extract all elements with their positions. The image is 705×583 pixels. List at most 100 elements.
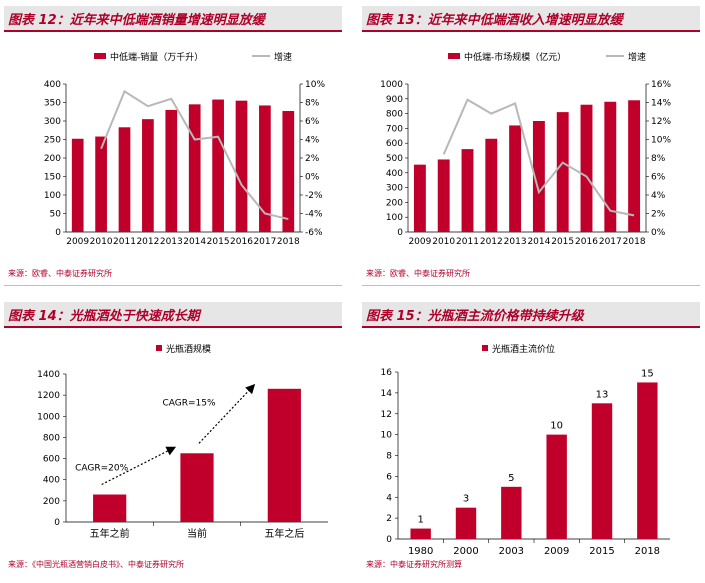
x-tick-label: 2018 xyxy=(623,237,646,247)
bar xyxy=(165,109,178,232)
x-tick-label: 五年之后 xyxy=(264,527,304,540)
chart-15-svg: 光瓶酒主流价位 0 2 4 6 8 10 12 14 16 1980 1 2000 3 2003 5 2009 1… xyxy=(381,343,670,557)
y-tick-left: 0 xyxy=(397,228,403,238)
chart-title-bar: 图表 14：光瓶酒处于快速成长期 xyxy=(4,302,342,326)
bar xyxy=(188,104,201,232)
y-tick-label: 1000 xyxy=(37,412,60,422)
y-tick-left: 500 xyxy=(386,154,403,164)
x-tick-label: 五年之前 xyxy=(90,527,130,540)
x-tick-label: 2018 xyxy=(277,237,300,247)
x-tick-label: 2015 xyxy=(551,237,574,247)
y-tick-left: 300 xyxy=(386,184,403,194)
cagr-label: CAGR=15% xyxy=(162,398,216,408)
bar xyxy=(532,121,545,232)
chart-source: 来源：欧睿、中泰证券研究所 xyxy=(366,269,470,278)
y-tick-left: 1000 xyxy=(380,80,403,90)
growth-line xyxy=(100,89,289,221)
x-tick-label: 2015 xyxy=(207,237,230,247)
y-tick-right: 14% xyxy=(651,99,671,109)
data-label: 10 xyxy=(550,421,563,432)
y-tick-left: 150 xyxy=(44,173,61,183)
bar xyxy=(604,101,617,232)
bar xyxy=(580,104,593,232)
chart-title: 图表 15：光瓶酒主流价格带持续升级 xyxy=(366,309,584,324)
bar xyxy=(93,494,127,522)
y-tick-right: 8% xyxy=(651,154,666,164)
bar xyxy=(235,100,248,233)
y-tick-right: 10% xyxy=(651,136,671,146)
y-tick-right: 2% xyxy=(651,210,666,220)
y-tick-label: 0 xyxy=(386,535,392,545)
bar xyxy=(71,138,84,232)
x-tick-label: 2018 xyxy=(635,546,660,557)
x-tick-label: 1980 xyxy=(408,546,433,557)
x-tick-label: 2013 xyxy=(160,237,183,247)
chart-14-svg: 光瓶酒规模 0 200 400 600 800 1000 1200 1400 五年之前 当前 五年之后… xyxy=(37,343,328,540)
chart-title-bar: 图表 15：光瓶酒主流价格带持续升级 xyxy=(362,302,700,326)
legend-label: 光瓶酒主流价位 xyxy=(492,343,555,355)
bar xyxy=(282,111,295,232)
x-tick-label: 2016 xyxy=(575,237,598,247)
y-tick-right: 0% xyxy=(305,173,320,183)
cagr-label: CAGR=20% xyxy=(75,464,129,474)
y-tick-label: 6 xyxy=(386,472,392,482)
x-tick-label: 2009 xyxy=(544,546,569,557)
y-tick-label: 400 xyxy=(43,476,60,486)
y-tick-left: 800 xyxy=(386,110,403,120)
y-tick-right: 16% xyxy=(651,80,671,90)
y-tick-right: -6% xyxy=(305,228,323,238)
chart-12-svg: 中低端-销量（万千升） 增速 0 50 100 150 200 250 300 350 400 -6%… xyxy=(44,51,326,247)
legend-swatch xyxy=(482,345,488,351)
chart-title-bar: 图表 12：近年来中低端酒销量增速明显放缓 xyxy=(4,6,342,30)
legend-swatch xyxy=(156,345,162,351)
y-tick-right: 12% xyxy=(651,117,671,127)
y-tick-right: 4% xyxy=(651,191,666,201)
legend-label: 光瓶酒规模 xyxy=(166,343,211,355)
y-tick-left: 700 xyxy=(386,124,403,134)
bar xyxy=(437,159,450,232)
bar xyxy=(591,403,613,539)
x-tick-label: 2010 xyxy=(432,237,455,247)
y-tick-left: 0 xyxy=(55,228,61,238)
y-tick-label: 14 xyxy=(381,389,393,399)
bar xyxy=(142,119,154,232)
legend-label-bar: 中低端-销量（万千升） xyxy=(110,51,203,63)
bar xyxy=(485,138,498,232)
x-tick-label: 2000 xyxy=(453,546,478,557)
bar xyxy=(546,434,567,539)
y-tick-label: 600 xyxy=(43,455,60,465)
panel-chart-15: 图表 15：光瓶酒主流价格带持续升级 光瓶酒主流价位 0 2 4 6 8 10 12 14 16 1… xyxy=(362,302,700,581)
y-tick-left: 600 xyxy=(386,139,403,149)
x-tick-label: 2010 xyxy=(90,237,113,247)
panel-chart-12: 图表 12：近年来中低端酒销量增速明显放缓 中低端-销量（万千升） 增速 0 50 10… xyxy=(4,6,342,286)
legend-label-line: 增速 xyxy=(628,51,646,63)
bar xyxy=(212,99,224,232)
y-tick-left: 200 xyxy=(386,198,403,208)
chart-13-svg: 中低端-市场规模（亿元） 增速 0 100 200 300 400 500 600 700 800 9… xyxy=(380,51,671,247)
y-tick-right: -4% xyxy=(305,210,323,220)
y-tick-left: 900 xyxy=(386,95,403,105)
y-tick-label: 1400 xyxy=(37,370,60,380)
x-tick-label: 2009 xyxy=(66,237,89,247)
x-tick-label: 2012 xyxy=(136,237,159,247)
panel-chart-13: 图表 13：近年来中低端酒收入增速明显放缓 中低端-市场规模（亿元） 增速 0 100… xyxy=(362,6,700,286)
y-tick-right: 10% xyxy=(305,80,325,90)
x-tick-label: 2011 xyxy=(456,237,479,247)
chart-source: 来源：《中国光瓶酒营销白皮书》、中泰证券研究所 xyxy=(8,560,184,569)
bar xyxy=(556,112,569,232)
x-tick-label: 2009 xyxy=(408,237,431,247)
data-label: 15 xyxy=(641,368,654,379)
y-tick-right: -2% xyxy=(305,191,323,201)
y-tick-right: 0% xyxy=(651,228,666,238)
y-tick-label: 2 xyxy=(386,514,392,524)
y-tick-label: 8 xyxy=(386,452,392,462)
y-tick-left: 50 xyxy=(50,210,62,220)
data-label: 1 xyxy=(417,515,423,526)
bar xyxy=(180,453,214,522)
y-tick-label: 16 xyxy=(381,368,393,378)
legend-label-line: 增速 xyxy=(274,51,292,63)
bar xyxy=(259,105,271,232)
bar xyxy=(95,136,107,232)
bar xyxy=(628,100,641,232)
bar xyxy=(118,127,131,232)
